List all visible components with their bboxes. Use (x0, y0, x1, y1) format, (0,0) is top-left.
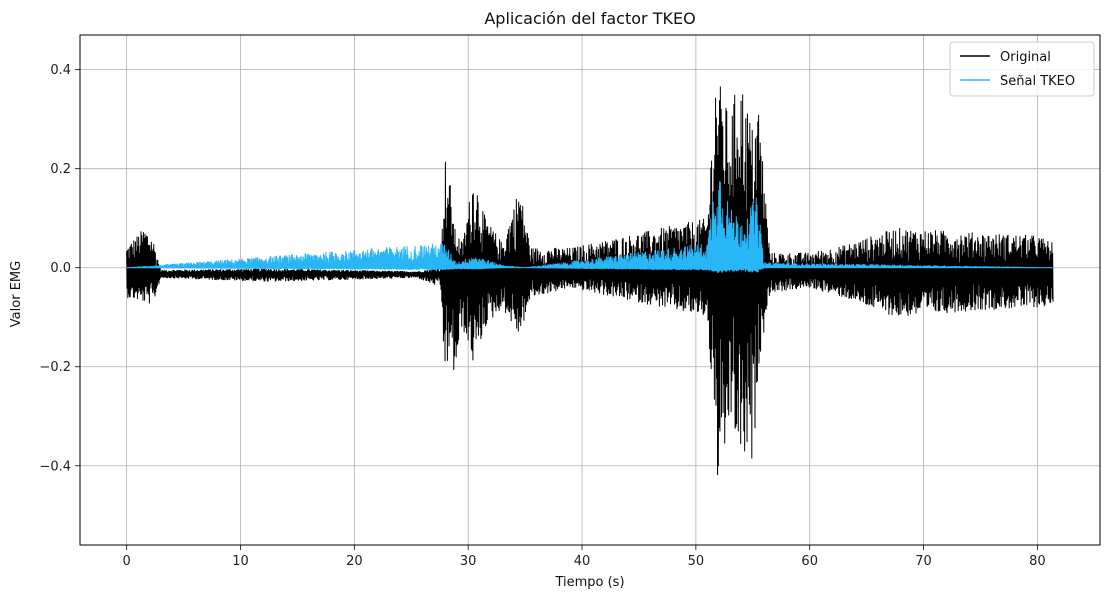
axes (75, 34, 1101, 550)
chart-title: Aplicación del factor TKEO (484, 9, 695, 28)
series-line-original (126, 86, 1054, 476)
y-axis-title: Valor EMG (9, 261, 24, 327)
x-tick-label: 10 (232, 554, 249, 569)
y-tick-label: 0.2 (50, 162, 71, 177)
y-tick-label: 0.4 (50, 63, 71, 78)
tick-labels: 0 10 20 30 40 50 60 70 80 −0.4 −0.2 0.0 0.2 0.4 (39, 63, 1045, 569)
series-layer (126, 86, 1054, 476)
x-tick-label: 40 (574, 554, 591, 569)
y-tick-label: −0.4 (39, 459, 71, 474)
x-tick-label: 20 (346, 554, 363, 569)
plot-frame (79, 34, 1101, 546)
y-tick-label: 0.0 (50, 261, 71, 276)
legend-label-tkeo: Señal TKEO (1000, 74, 1075, 89)
legend-label-original: Original (1000, 50, 1051, 65)
x-tick-label: 70 (915, 554, 932, 569)
y-tick-label: −0.2 (39, 360, 71, 375)
x-tick-label: 60 (801, 554, 818, 569)
legend: Original Señal TKEO (949, 41, 1095, 97)
x-tick-label: 0 (123, 554, 131, 569)
x-tick-label: 50 (688, 554, 705, 569)
x-tick-label: 80 (1029, 554, 1046, 569)
x-axis-title: Tiempo (s) (554, 575, 624, 590)
x-tick-label: 30 (460, 554, 477, 569)
series-line-tkeo (126, 181, 1054, 273)
